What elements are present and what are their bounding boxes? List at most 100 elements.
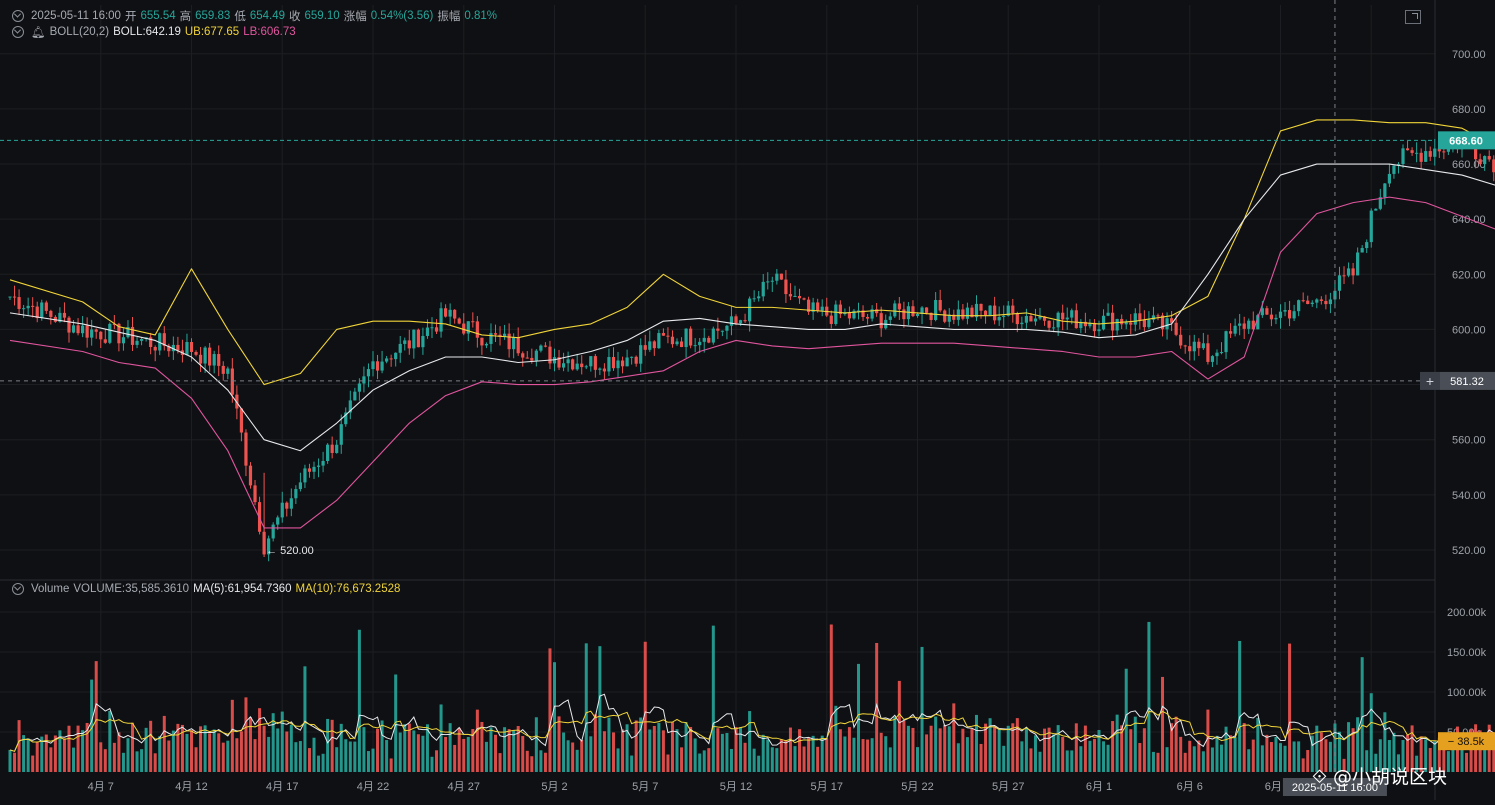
volume-ma5: MA(5):61,954.7360 [193,583,292,595]
expand-icon[interactable] [1405,10,1421,24]
volume-bar [348,741,352,772]
candle-body [761,281,765,297]
candle-body [1478,159,1482,165]
close-value: 659.10 [304,10,340,22]
volume-bar [680,747,684,772]
volume-bar [816,746,820,772]
volume-bar [956,743,960,772]
candle-body [1006,305,1010,316]
candle-body [1156,315,1160,317]
volume-bar [267,736,271,772]
candle-body [611,357,616,369]
volume-bar [1120,725,1124,772]
volume-bar [1324,739,1328,772]
candle-body [1052,327,1056,329]
volume-bar [76,725,80,772]
low-value: 654.49 [249,10,286,22]
candle-body [679,341,684,348]
volume-bar [1142,728,1146,772]
candle-body [1142,319,1146,328]
candle-body [139,339,144,341]
volume-bar [580,739,584,772]
volume-bar [825,738,829,772]
volume-bar [398,732,402,772]
candle-body [630,356,634,358]
candle-body [847,312,852,319]
volume-value: VOLUME:35,585.3610 [73,583,190,595]
volume-bar [94,661,98,772]
candle-body [1297,300,1301,312]
volume-bar [516,726,520,772]
candle-body [40,302,44,319]
candle-body [366,369,371,377]
volume-bar [1097,729,1101,772]
volume-bar [988,718,992,772]
candle-body [1042,316,1047,321]
candle-body [1038,316,1042,319]
candle-body [534,350,538,361]
volume-bar [779,739,783,772]
candle-body [875,309,879,314]
volume-bar [716,728,720,772]
volume-bar [312,737,316,772]
candle-body [1124,322,1128,325]
candle-body [285,502,289,509]
collapse-icon[interactable] [12,583,24,595]
candle-body [593,356,597,370]
candle-body [870,309,874,319]
current-volume-box [1438,732,1495,751]
volume-bar [144,727,148,772]
volume-bar [729,748,733,772]
volume-bar [675,729,679,772]
candle-body [979,303,983,311]
x-tick-label: 5月 17 [811,781,843,793]
candle-body [666,335,670,337]
volume-legend: Volume VOLUME:35,585.3610 MA(5):61,954.7… [12,583,400,595]
candle-body [198,354,203,364]
candle-body [1020,322,1024,325]
candle-body [480,337,484,346]
candle-body [1174,322,1178,335]
volume-bar [1265,734,1269,772]
volume-bar [1038,751,1042,772]
candle-body [1396,163,1401,166]
collapse-icon[interactable] [12,26,24,38]
candle-body [834,304,838,324]
open-label: 开 [124,11,137,23]
volume-bar [1428,747,1432,772]
volume-bar [1056,725,1060,772]
volume-bar [562,732,566,772]
volume-bar [466,736,470,772]
volume-bar [235,738,239,772]
candle-body [1365,242,1369,249]
volume-bar [394,674,398,772]
volume-bar [1043,728,1047,772]
volume-bar [44,734,48,772]
collapse-icon[interactable] [12,10,24,22]
candle-body [693,345,697,347]
candle-body [1483,156,1487,165]
volume-bar [652,726,656,772]
volume-bar [1351,728,1355,772]
volume-bar [380,720,384,772]
bell-icon[interactable]: 🔔︎ [31,27,46,39]
candle-body [516,337,520,354]
volume-bar [589,736,593,772]
volume-bar [453,744,457,772]
volume-bar [1437,737,1441,772]
volume-bar [952,703,956,772]
candle-body [212,354,216,366]
crosshair-plus-icon [1420,371,1440,390]
volume-bar [1360,657,1364,772]
boll-name: BOLL(20,2) [49,26,110,38]
candle-body [62,312,67,318]
candle-body [457,318,461,324]
candle-body [539,345,543,351]
candle-body [598,368,602,370]
candle-body [71,325,76,333]
candle-body [394,352,398,360]
volume-bar [72,747,76,772]
volume-bar [757,755,761,772]
